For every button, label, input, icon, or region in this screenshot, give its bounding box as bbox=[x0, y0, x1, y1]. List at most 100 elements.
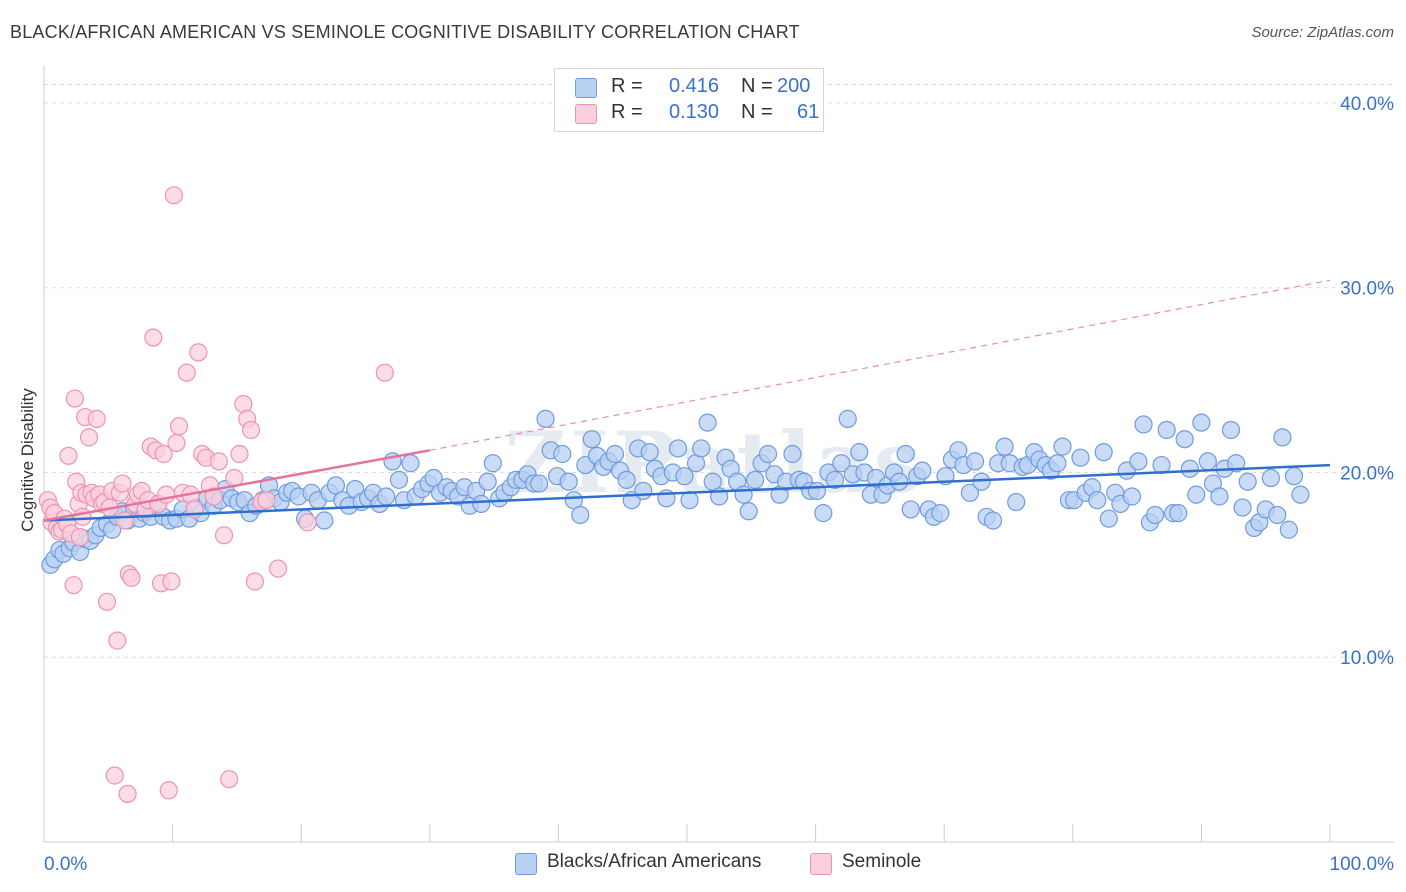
bottom-legend-label: Blacks/African Americans bbox=[547, 851, 762, 872]
data-point bbox=[692, 439, 711, 458]
data-point bbox=[472, 494, 491, 513]
trend-line-seminole bbox=[43, 449, 431, 522]
legend-n-value: 61 bbox=[797, 101, 820, 123]
data-point bbox=[154, 444, 173, 464]
data-point bbox=[162, 572, 181, 591]
legend-swatch-blue bbox=[575, 78, 597, 98]
data-point bbox=[814, 504, 833, 523]
trend-line-blacks bbox=[43, 463, 1331, 522]
data-point bbox=[113, 474, 132, 493]
data-point bbox=[832, 454, 851, 473]
data-point bbox=[783, 444, 802, 464]
data-point bbox=[1192, 413, 1211, 432]
legend-r-value: 0.130 bbox=[669, 101, 720, 123]
data-point bbox=[1268, 505, 1287, 525]
data-point bbox=[530, 474, 549, 493]
data-point bbox=[1227, 454, 1246, 473]
data-point bbox=[177, 363, 196, 382]
bottom-legend-swatch-blue bbox=[515, 853, 537, 875]
data-point bbox=[118, 784, 137, 804]
data-point bbox=[850, 443, 869, 462]
data-point bbox=[634, 481, 653, 501]
data-point bbox=[931, 504, 950, 523]
y-axis-label: Cognitive Disability bbox=[18, 388, 37, 532]
data-point bbox=[1284, 467, 1304, 486]
data-point bbox=[1071, 448, 1090, 467]
data-point bbox=[209, 452, 228, 471]
data-point bbox=[1048, 454, 1067, 473]
data-point bbox=[734, 485, 753, 504]
y-tick-label: 10.0% bbox=[1340, 648, 1394, 669]
data-point bbox=[1175, 430, 1194, 449]
data-point bbox=[1261, 468, 1280, 488]
data-point bbox=[1238, 472, 1257, 491]
data-point bbox=[79, 428, 99, 447]
data-point bbox=[115, 511, 135, 530]
data-point bbox=[1157, 420, 1176, 440]
data-point bbox=[97, 592, 117, 611]
data-point bbox=[401, 454, 420, 473]
data-point bbox=[972, 472, 991, 491]
data-point bbox=[1134, 415, 1153, 434]
data-point bbox=[1146, 505, 1165, 525]
data-point bbox=[536, 409, 555, 428]
data-point bbox=[315, 511, 334, 530]
data-point bbox=[73, 507, 92, 526]
tick-labels: 10.0% 20.0% 30.0% 40.0% 0.0% 100.0% bbox=[44, 94, 1394, 875]
data-point bbox=[164, 186, 183, 205]
trend-lines bbox=[43, 279, 1331, 522]
data-point bbox=[167, 433, 186, 453]
series-blacks-african-americans bbox=[41, 409, 1310, 574]
legend-r-value: 0.416 bbox=[669, 75, 720, 97]
data-point bbox=[983, 511, 1003, 530]
data-point bbox=[1279, 520, 1298, 539]
bottom-legend-label: Seminole bbox=[842, 851, 922, 872]
data-point bbox=[70, 528, 90, 547]
data-point bbox=[230, 444, 249, 464]
data-point bbox=[108, 631, 127, 650]
data-point bbox=[1094, 443, 1113, 462]
data-point bbox=[245, 572, 265, 591]
data-point bbox=[298, 513, 317, 532]
data-point bbox=[571, 505, 590, 525]
data-point bbox=[169, 417, 189, 436]
data-point bbox=[1099, 509, 1118, 528]
data-point bbox=[617, 470, 636, 489]
data-point bbox=[483, 454, 502, 473]
data-point bbox=[1221, 420, 1241, 440]
series-seminole bbox=[38, 186, 394, 804]
stats-legend: R = 0.416 N = 200 R = 0.130 N = 61 bbox=[554, 68, 824, 132]
legend-r-label: R = bbox=[611, 75, 649, 97]
data-point bbox=[1007, 492, 1026, 512]
data-point bbox=[553, 444, 572, 464]
data-point bbox=[675, 467, 694, 486]
data-point bbox=[257, 491, 276, 510]
x-tick-label: 100.0% bbox=[1330, 854, 1395, 875]
data-point bbox=[1187, 485, 1206, 504]
data-point bbox=[65, 389, 84, 408]
data-point bbox=[680, 491, 699, 510]
data-point bbox=[698, 413, 717, 432]
data-point bbox=[640, 443, 659, 462]
data-point bbox=[189, 343, 208, 362]
legend-n-value: 200 bbox=[777, 75, 811, 97]
data-point bbox=[1198, 452, 1217, 471]
data-point bbox=[746, 470, 765, 489]
data-point bbox=[838, 409, 857, 428]
data-point bbox=[1122, 487, 1142, 506]
data-point bbox=[739, 502, 758, 521]
data-point bbox=[1291, 485, 1310, 504]
source-label: Source: ZipAtlas.com bbox=[1251, 24, 1394, 41]
data-point bbox=[965, 452, 985, 471]
data-point bbox=[1210, 487, 1229, 506]
gridlines bbox=[44, 83, 1394, 658]
data-point bbox=[890, 472, 909, 491]
bottom-legend-swatch-pink bbox=[810, 853, 832, 875]
legend-swatch-pink bbox=[575, 104, 597, 124]
data-point bbox=[559, 472, 578, 491]
data-point bbox=[389, 470, 409, 489]
data-point bbox=[105, 766, 124, 785]
data-point bbox=[605, 444, 625, 464]
data-point bbox=[268, 559, 288, 578]
